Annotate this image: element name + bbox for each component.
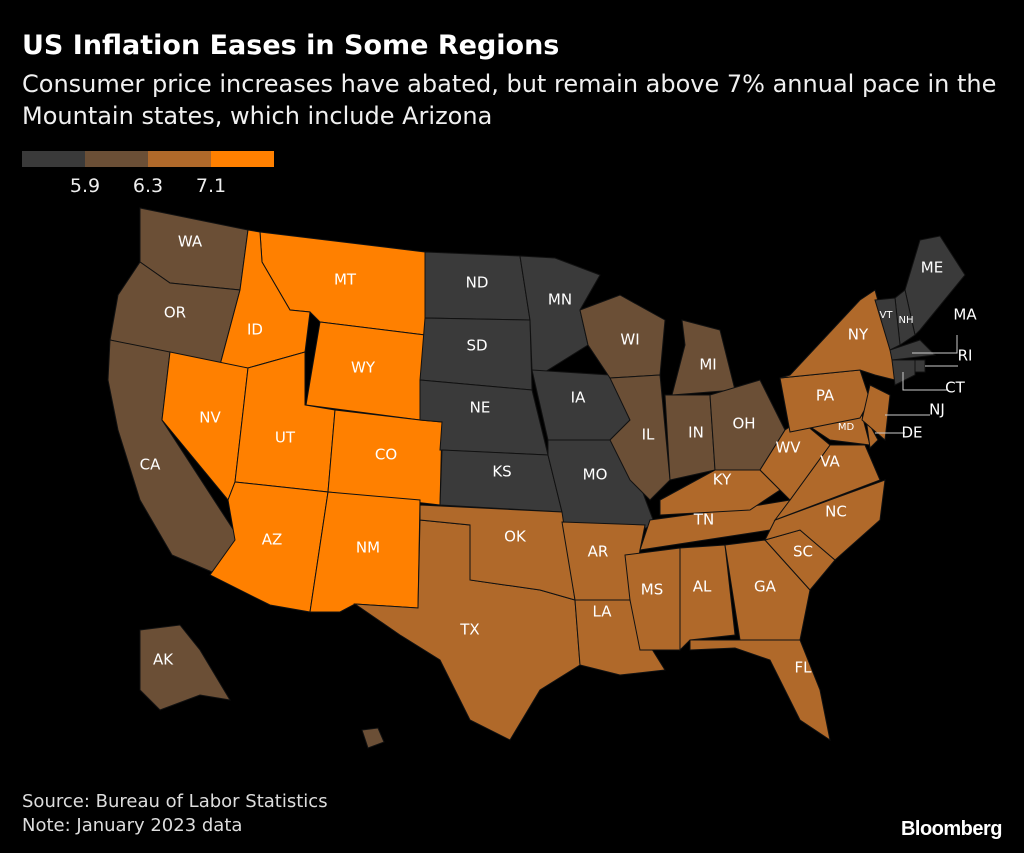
state-label-mi: MI — [699, 356, 716, 374]
state-label-ms: MS — [641, 581, 663, 599]
state-label-ny: NY — [848, 326, 869, 344]
state-hi — [361, 727, 385, 749]
state-label-nd: ND — [466, 274, 489, 292]
state-ak — [139, 624, 231, 711]
state-label-ks: KS — [492, 463, 511, 481]
state-ri — [914, 359, 926, 373]
callout-line-ct — [902, 372, 948, 391]
state-nc — [764, 479, 886, 561]
state-label-ut: UT — [275, 429, 296, 447]
state-label-md: MD — [838, 422, 855, 433]
state-label-mo: MO — [583, 466, 608, 484]
state-label-me: ME — [921, 259, 943, 277]
state-label-al: AL — [693, 578, 712, 596]
state-label-va: VA — [820, 453, 840, 471]
state-label-mt: MT — [334, 271, 357, 289]
state-label-il: IL — [642, 426, 655, 444]
state-ms — [624, 547, 681, 651]
state-label-ct: CT — [945, 379, 965, 397]
state-label-pa: PA — [816, 387, 835, 405]
state-label-nv: NV — [199, 409, 221, 427]
note-text: Note: January 2023 data — [22, 815, 243, 836]
state-label-co: CO — [375, 446, 397, 464]
state-label-in: IN — [688, 424, 704, 442]
state-ks — [439, 449, 563, 513]
state-label-az: AZ — [262, 531, 283, 549]
legend-tick: 6.3 — [132, 175, 164, 197]
state-ma — [889, 339, 937, 361]
legend-swatch-0 — [22, 151, 85, 167]
legend-tick: 5.9 — [69, 175, 101, 197]
state-label-ak: AK — [153, 651, 174, 669]
state-label-id: ID — [247, 321, 263, 339]
state-label-nj: NJ — [929, 401, 945, 419]
state-label-fl: FL — [795, 659, 813, 677]
state-label-sd: SD — [466, 337, 487, 355]
state-label-ma: MA — [953, 306, 977, 324]
state-al — [679, 544, 736, 652]
state-label-wv: WV — [775, 439, 801, 457]
state-label-ne: NE — [470, 399, 491, 417]
state-label-vt: VT — [880, 310, 894, 321]
state-label-nh: NH — [899, 315, 914, 326]
state-label-wa: WA — [178, 233, 203, 251]
state-label-ga: GA — [754, 578, 777, 596]
state-co — [327, 409, 443, 506]
state-label-ok: OK — [504, 528, 527, 546]
state-label-mn: MN — [548, 291, 572, 309]
state-label-or: OR — [164, 304, 186, 322]
state-label-ar: AR — [588, 543, 609, 561]
state-nj — [861, 384, 891, 442]
source-text: Source: Bureau of Labor Statistics — [22, 791, 328, 812]
bloomberg-logo: Bloomberg — [900, 818, 1003, 840]
state-label-wi: WI — [620, 331, 639, 349]
state-label-nm: NM — [356, 539, 380, 557]
legend-swatch-1 — [85, 151, 148, 167]
source-note: Source: Bureau of Labor Statistics Note:… — [22, 790, 328, 838]
state-label-wy: WY — [351, 359, 376, 377]
state-label-de: DE — [901, 424, 922, 442]
legend-tick: 7.1 — [195, 175, 227, 197]
chart-title: US Inflation Eases in Some Regions — [22, 30, 560, 61]
state-il — [609, 374, 671, 501]
state-ga — [724, 539, 811, 641]
legend-swatch-2 — [148, 151, 211, 167]
state-label-ca: CA — [140, 456, 161, 474]
callout-line-ma — [912, 335, 958, 354]
state-label-ri: RI — [958, 347, 973, 365]
state-label-nc: NC — [825, 503, 847, 521]
state-mi — [671, 319, 736, 396]
chart-subtitle: Consumer price increases have abated, bu… — [22, 70, 997, 130]
state-label-ky: KY — [713, 471, 732, 489]
state-wv — [759, 419, 831, 501]
state-label-la: LA — [593, 603, 613, 621]
legend-swatch-3 — [211, 151, 274, 167]
state-label-tx: TX — [459, 621, 479, 639]
state-label-ia: IA — [571, 389, 586, 407]
state-vt — [874, 297, 901, 351]
state-ne — [419, 379, 549, 456]
state-label-sc: SC — [793, 543, 813, 561]
state-fl — [689, 639, 831, 742]
state-label-tn: TN — [693, 511, 714, 529]
state-label-oh: OH — [732, 415, 755, 433]
